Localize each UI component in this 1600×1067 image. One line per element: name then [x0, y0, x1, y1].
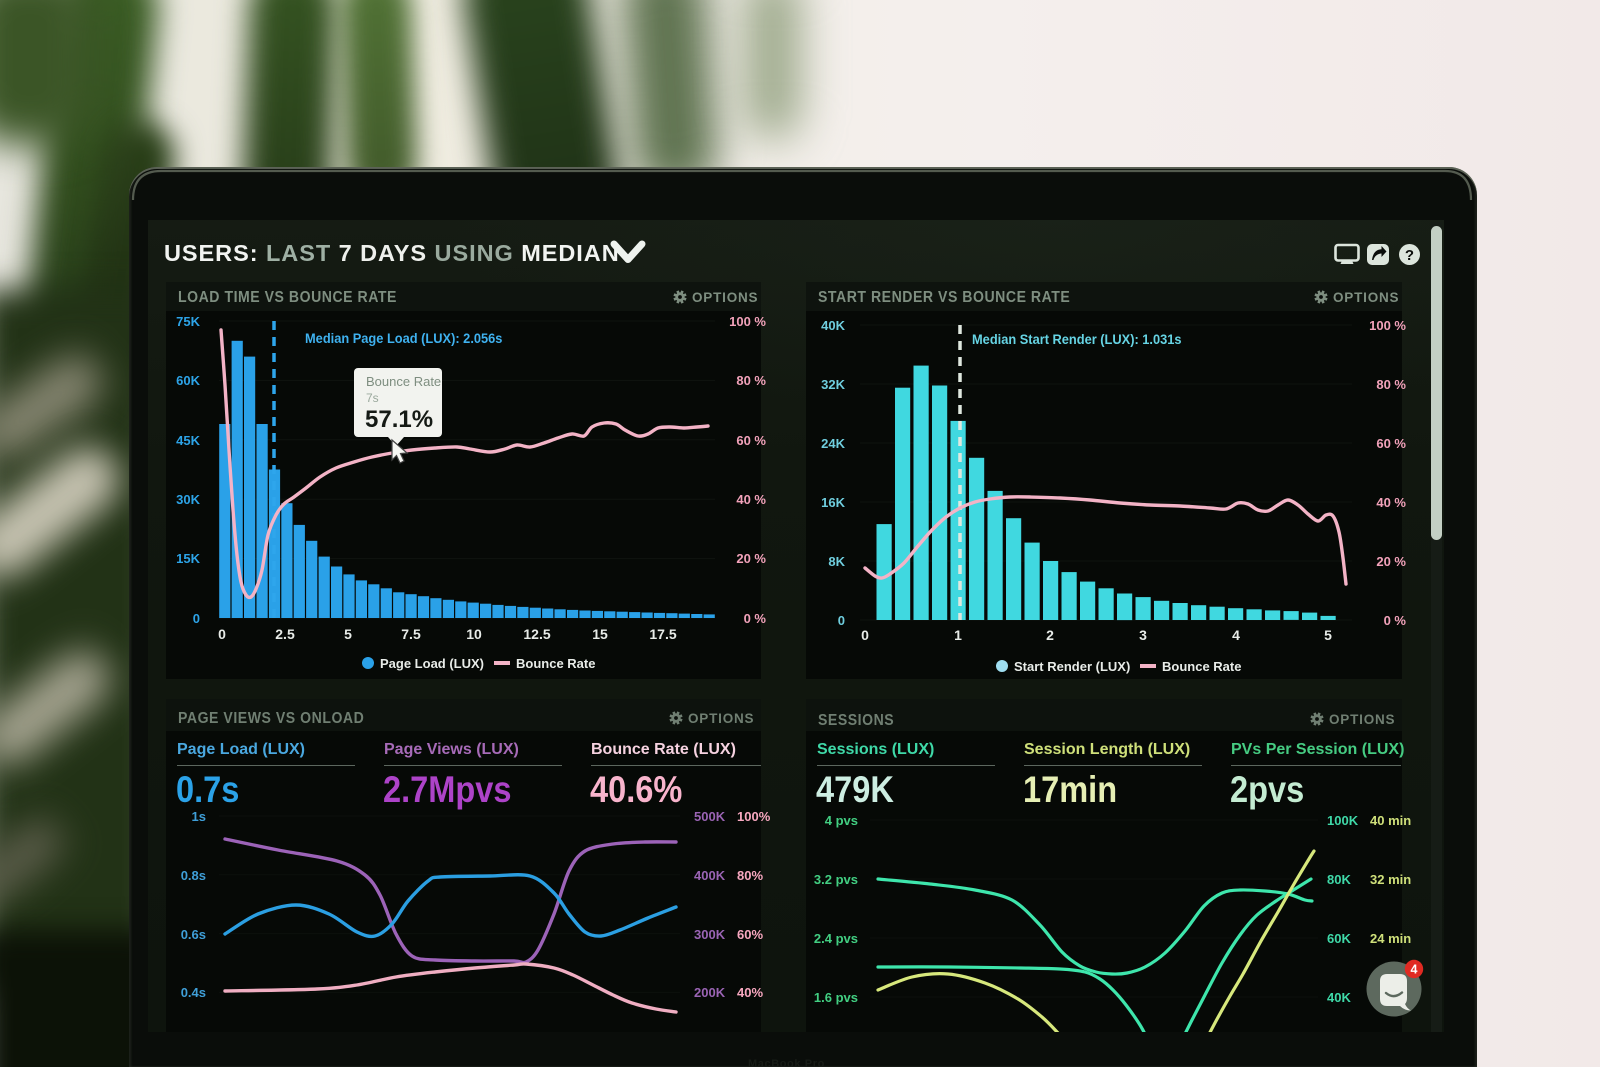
svg-text:4: 4: [1411, 963, 1418, 977]
svg-text:?: ?: [1405, 247, 1414, 264]
svg-text:57.1%: 57.1%: [365, 406, 433, 433]
svg-text:7s: 7s: [366, 391, 379, 405]
svg-text:Bounce Rate: Bounce Rate: [366, 374, 441, 389]
